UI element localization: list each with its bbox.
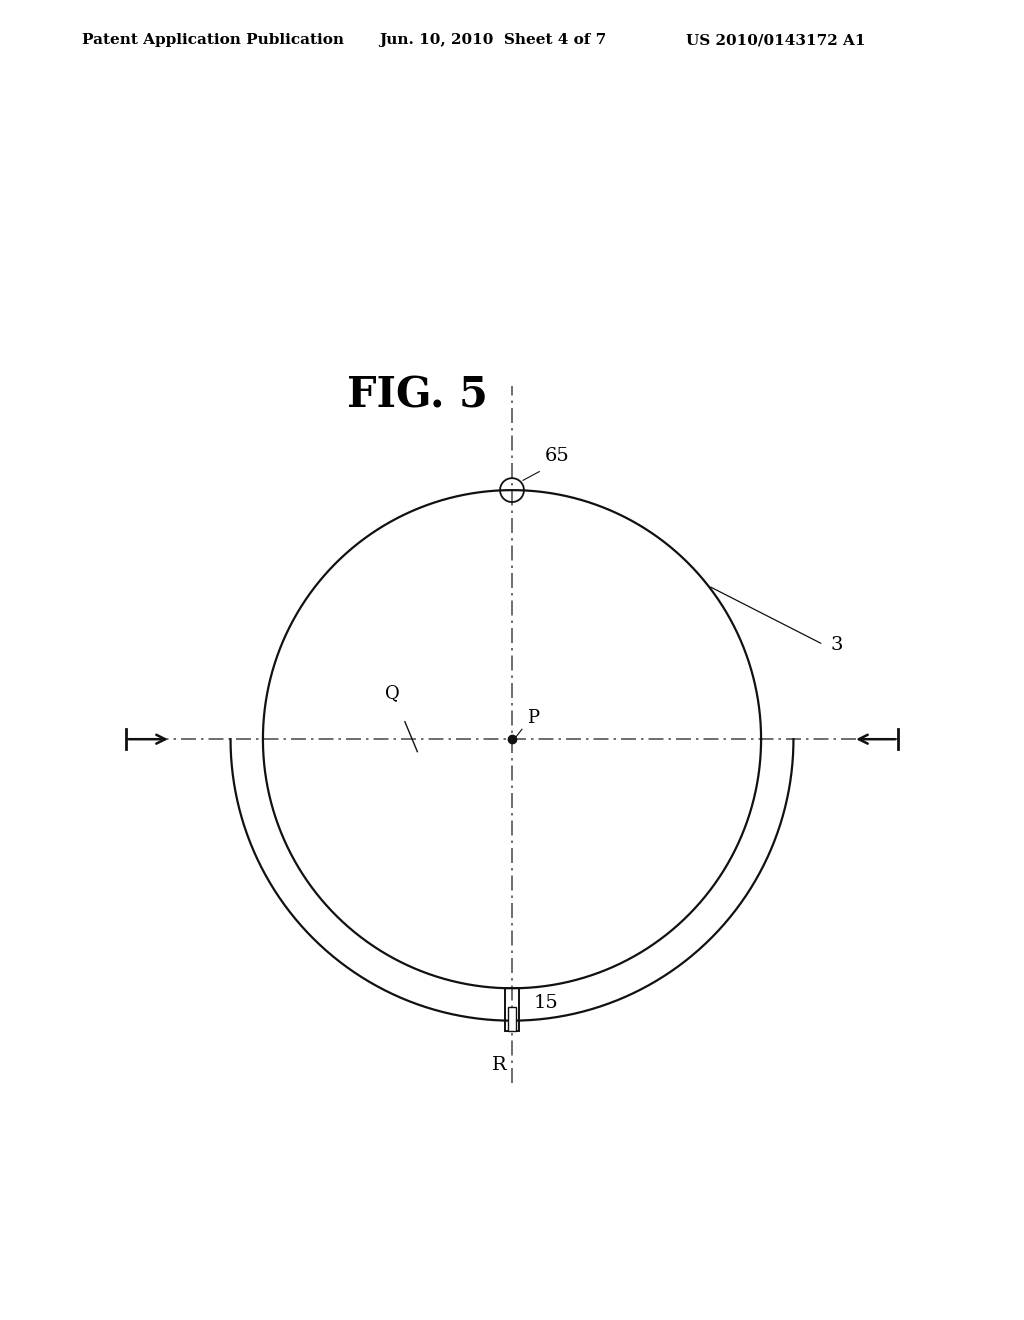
Text: Q: Q [385,684,399,702]
Bar [505,989,519,1031]
Text: FIG. 5: FIG. 5 [347,375,487,417]
Text: 65: 65 [545,447,569,465]
Text: 15: 15 [534,994,558,1012]
Text: P: P [527,709,539,727]
Text: US 2010/0143172 A1: US 2010/0143172 A1 [686,33,865,48]
Bar [508,1007,516,1031]
Text: R: R [493,1056,507,1073]
Text: 3: 3 [830,635,844,653]
Text: Patent Application Publication: Patent Application Publication [82,33,344,48]
Text: Jun. 10, 2010  Sheet 4 of 7: Jun. 10, 2010 Sheet 4 of 7 [379,33,606,48]
